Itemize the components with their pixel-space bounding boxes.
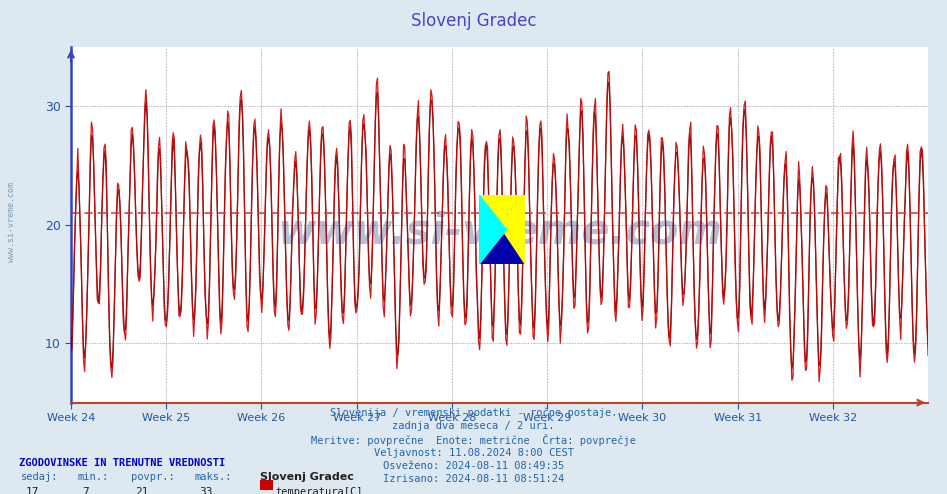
Text: temperatura[C]: temperatura[C] [276,487,363,494]
Text: Veljavnost: 11.08.2024 8:00 CEST: Veljavnost: 11.08.2024 8:00 CEST [373,448,574,457]
Text: maks.:: maks.: [194,472,232,482]
Text: zadnja dva meseca / 2 uri.: zadnja dva meseca / 2 uri. [392,421,555,431]
Text: Slovenija / vremenski podatki - ročne postaje.: Slovenija / vremenski podatki - ročne po… [330,408,617,418]
Text: www.si-vreme.com: www.si-vreme.com [7,182,16,262]
Text: povpr.:: povpr.: [131,472,174,482]
Text: Slovenj Gradec: Slovenj Gradec [411,12,536,30]
Text: Meritve: povprečne  Enote: metrične  Črta: povprečje: Meritve: povprečne Enote: metrične Črta:… [311,434,636,446]
Text: 21: 21 [135,487,149,494]
Text: www.si-vreme.com: www.si-vreme.com [277,211,722,253]
Text: Osveženo: 2024-08-11 08:49:35: Osveženo: 2024-08-11 08:49:35 [383,461,564,471]
Polygon shape [479,195,507,264]
Polygon shape [479,195,525,264]
Text: ZGODOVINSKE IN TRENUTNE VREDNOSTI: ZGODOVINSKE IN TRENUTNE VREDNOSTI [19,458,225,468]
Text: 33: 33 [199,487,212,494]
Text: 17: 17 [26,487,39,494]
Text: sedaj:: sedaj: [21,472,59,482]
Text: 7: 7 [82,487,89,494]
Text: min.:: min.: [78,472,109,482]
Text: Slovenj Gradec: Slovenj Gradec [260,472,354,482]
Polygon shape [479,195,525,264]
Text: Izrisano: 2024-08-11 08:51:24: Izrisano: 2024-08-11 08:51:24 [383,474,564,484]
